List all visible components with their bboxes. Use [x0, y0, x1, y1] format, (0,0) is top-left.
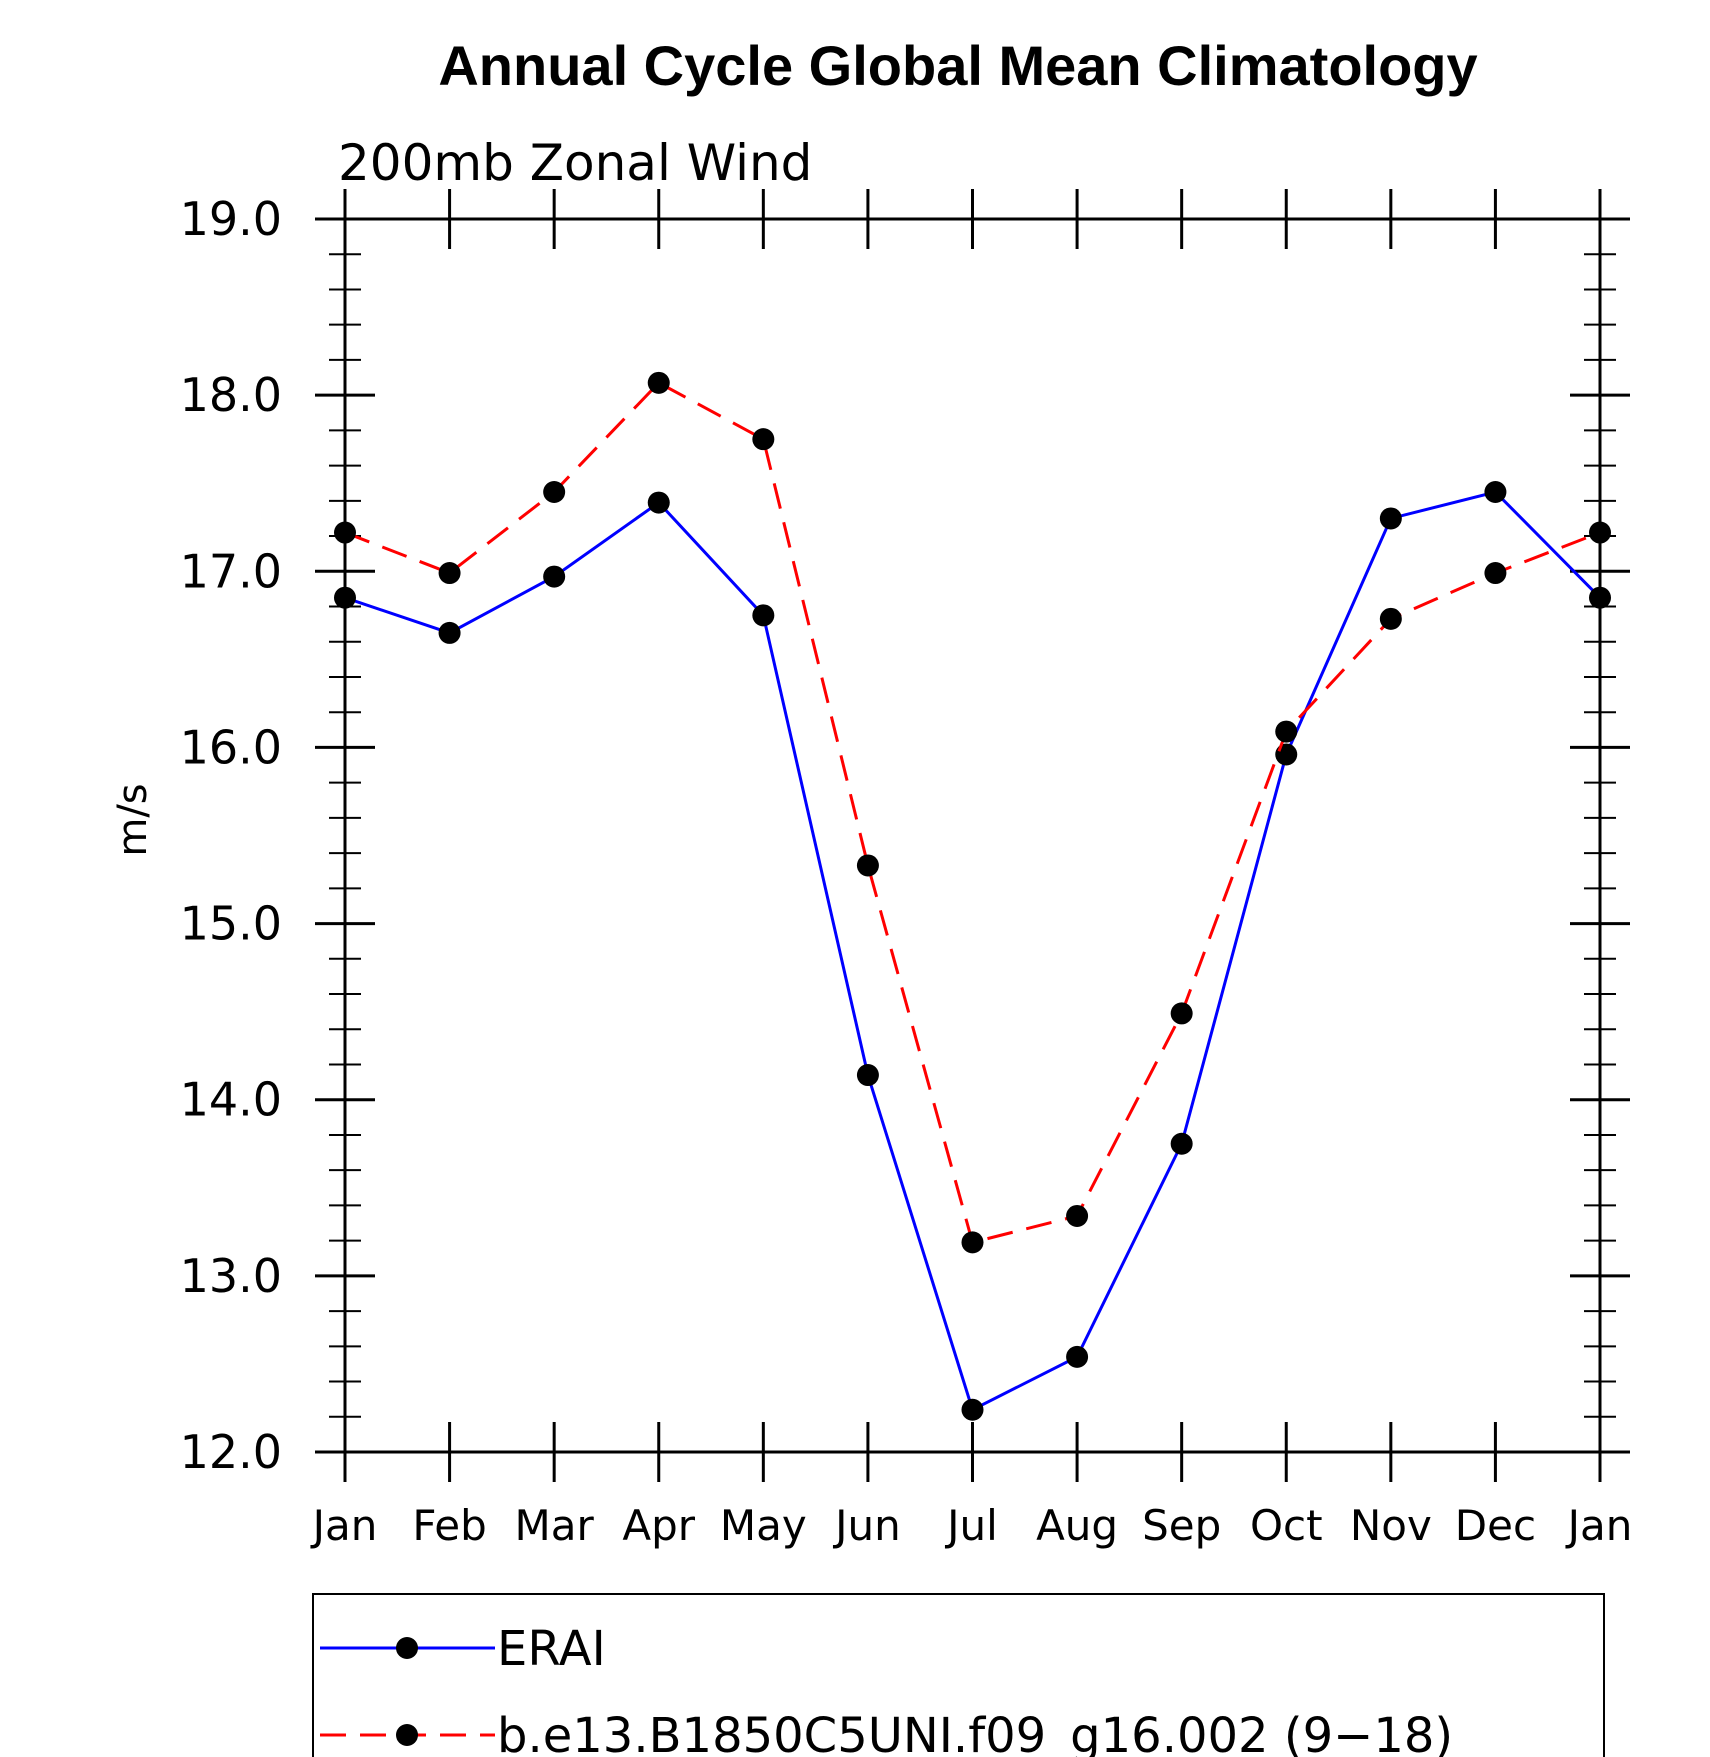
x-tick-label: Sep [1142, 1501, 1221, 1550]
y-tick-label: 19.0 [180, 192, 282, 246]
x-tick-label: Jul [944, 1501, 998, 1550]
series-2-point [334, 521, 356, 544]
x-tick-label: Dec [1455, 1501, 1536, 1550]
x-tick-label: Apr [622, 1501, 695, 1550]
legend-box [312, 1593, 1605, 1757]
y-tick-label: 18.0 [180, 368, 282, 422]
legend: ERAI b.e13.B1850C5UNI.f09_g16.002 (9−18) [312, 1593, 1605, 1757]
series-2-point [647, 371, 670, 394]
plot-area: Jan Feb Mar Apr May Jun Jul Aug Sep Oct Nov Dec Jan 1… [180, 189, 1633, 1550]
legend-marker-2 [396, 1724, 418, 1746]
series-1-point [1275, 743, 1298, 766]
x-tick-label: Aug [1036, 1501, 1118, 1550]
y-tick-label: 17.0 [180, 544, 282, 598]
x-tick-label: Jan [310, 1501, 378, 1550]
y-tick-label: 15.0 [180, 897, 282, 951]
chart-title: Annual Cycle Global Mean Climatology [438, 34, 1477, 97]
series-1-point [961, 1398, 984, 1421]
series-1-point [647, 491, 670, 514]
series-1-point [438, 621, 461, 644]
series-1-point [1170, 1132, 1193, 1155]
x-tick-label: Nov [1350, 1501, 1432, 1550]
x-tick-label: Jan [1565, 1501, 1633, 1550]
series-1-point [752, 604, 775, 627]
chart-subtitle: 200mb Zonal Wind [338, 134, 812, 192]
series-2-point [1589, 521, 1611, 544]
series-2-point [1275, 720, 1298, 743]
series-2-point [438, 562, 461, 585]
x-tick-label: Feb [412, 1501, 486, 1550]
x-tick-label: Jun [832, 1501, 901, 1550]
series-2-point [856, 854, 879, 877]
legend-label-1: ERAI [497, 1621, 606, 1677]
series-2-point [752, 428, 775, 451]
y-tick-label: 13.0 [180, 1249, 282, 1303]
series-1-point [334, 586, 356, 609]
series-2-point [1170, 1002, 1193, 1025]
legend-label-2: b.e13.B1850C5UNI.f09_g16.002 (9−18) [497, 1708, 1453, 1757]
series-2-point [1484, 562, 1507, 585]
y-axis-label: m/s [110, 783, 156, 856]
legend-marker-1 [396, 1637, 418, 1659]
series-2-point [1379, 607, 1402, 630]
series-1-point [543, 565, 566, 588]
series-1-point [856, 1064, 879, 1087]
series-2-point [543, 481, 566, 504]
x-tick-label: Oct [1250, 1501, 1323, 1550]
x-tick-label: May [720, 1501, 807, 1550]
series-1-point [1379, 507, 1402, 530]
y-tick-label: 14.0 [180, 1073, 282, 1127]
series-2-point [961, 1231, 984, 1254]
x-tick-label: Mar [515, 1501, 595, 1550]
series-2-point [1066, 1204, 1089, 1227]
y-tick-label: 12.0 [180, 1425, 282, 1479]
y-tick-label: 16.0 [180, 720, 282, 774]
series-1-point [1589, 586, 1611, 609]
series-1-point [1484, 481, 1507, 504]
series-1-point [1066, 1345, 1089, 1368]
